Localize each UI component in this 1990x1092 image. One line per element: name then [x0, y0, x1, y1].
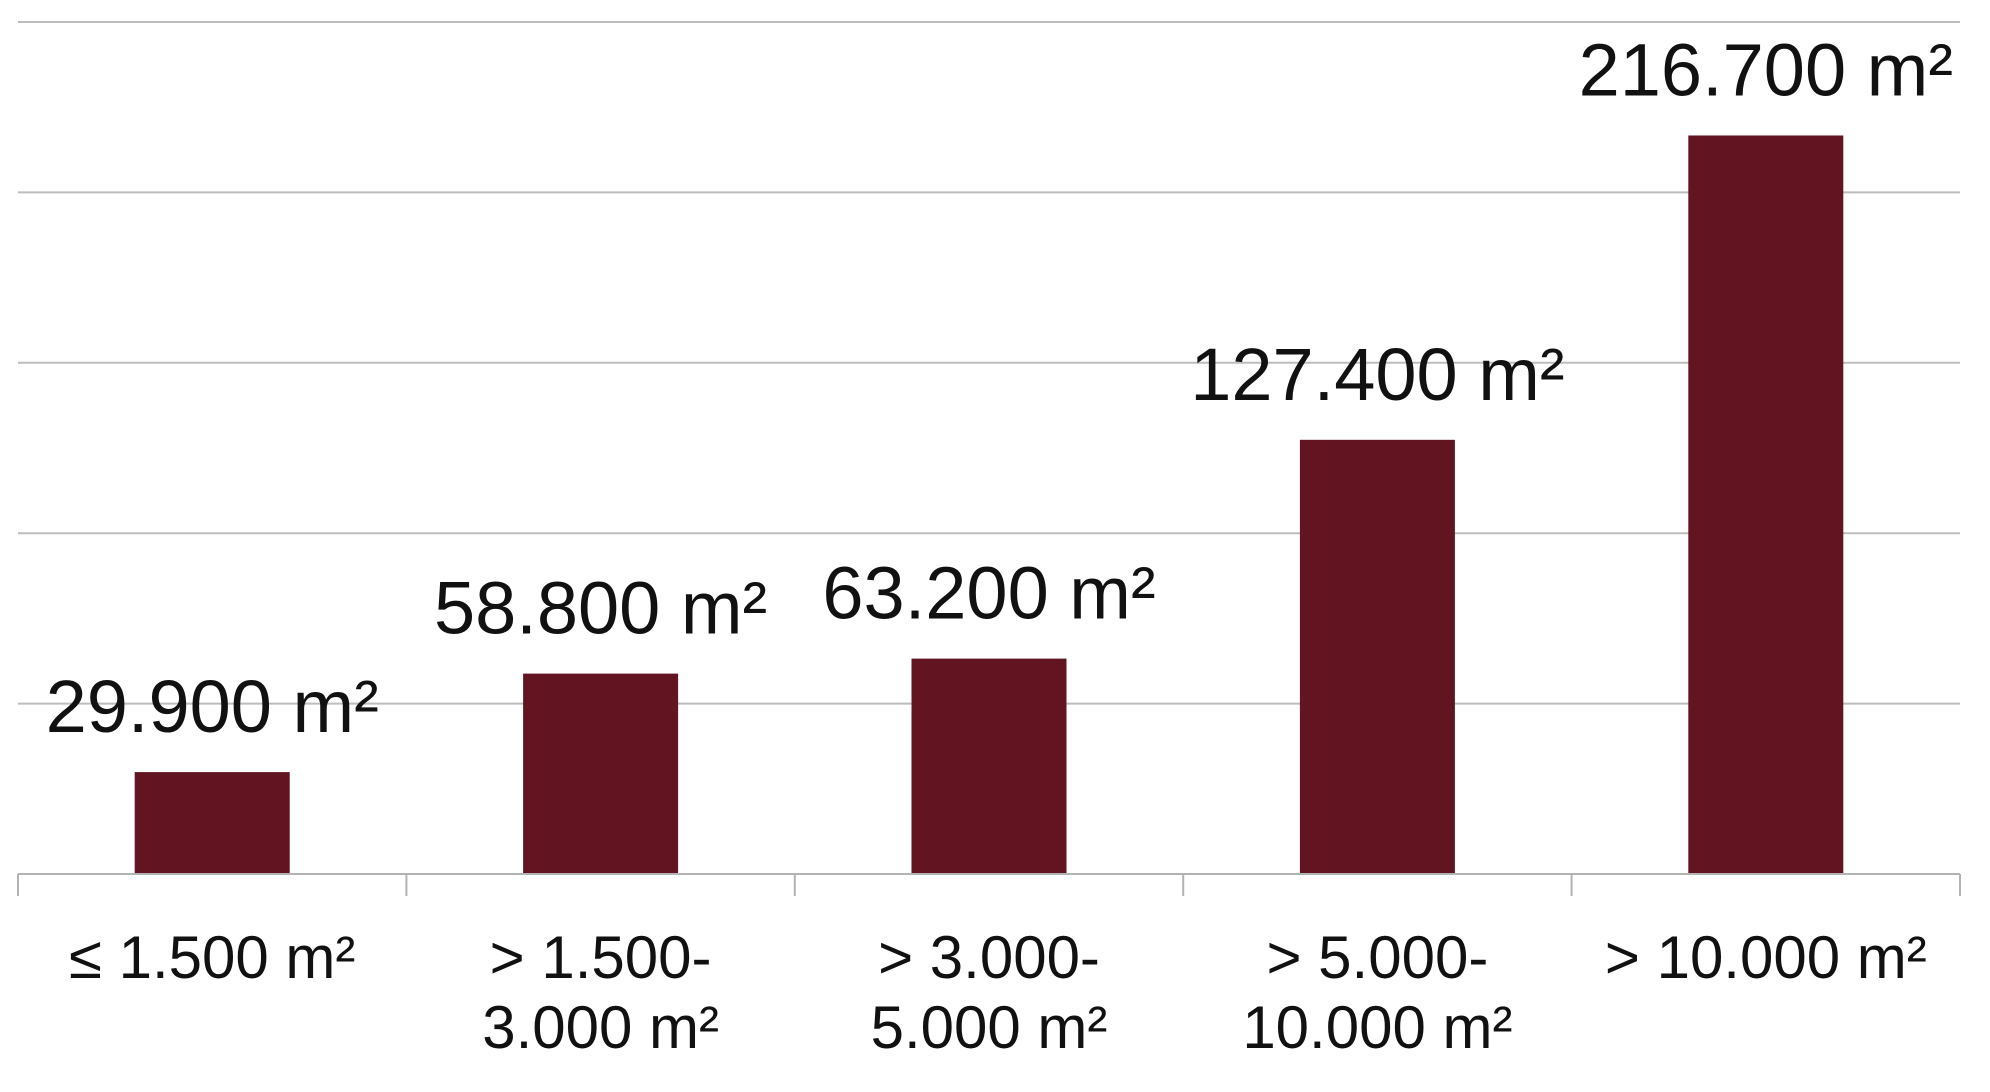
data-label: 63.200 m² — [822, 552, 1155, 635]
category-label-line: 10.000 m² — [1242, 994, 1512, 1061]
category-label-line: 5.000 m² — [871, 994, 1108, 1061]
x-axis — [17, 873, 1961, 896]
category-label-line: ≤ 1.500 m² — [69, 924, 355, 991]
bar — [523, 673, 679, 874]
data-label: 58.800 m² — [434, 567, 767, 650]
bar — [1299, 439, 1455, 874]
category-label-line: > 3.000- — [878, 924, 1100, 991]
category-label-line: 3.000 m² — [482, 994, 719, 1061]
category-label: ≤ 1.500 m² — [69, 924, 355, 991]
category-label: > 3.000-5.000 m² — [871, 924, 1108, 1061]
category-label-line: > 1.500- — [490, 924, 712, 991]
bars — [134, 135, 1844, 875]
category-labels: ≤ 1.500 m² > 1.500-3.000 m² > 3.000-5.000 … — [69, 924, 1927, 1061]
data-label: 127.400 m² — [1190, 333, 1564, 416]
data-labels: 29.900 m² 58.800 m² 63.200 m² 127.400 m² 216… — [46, 28, 1953, 748]
gridlines — [18, 21, 1960, 705]
bar — [134, 772, 290, 874]
data-label: 216.700 m² — [1579, 28, 1953, 111]
category-label-line: > 10.000 m² — [1605, 924, 1927, 991]
data-label: 29.900 m² — [46, 665, 379, 748]
bar — [911, 658, 1067, 874]
category-label: > 5.000-10.000 m² — [1242, 924, 1512, 1061]
category-label: > 10.000 m² — [1605, 924, 1927, 991]
category-label: > 1.500-3.000 m² — [482, 924, 719, 1061]
bar — [1688, 135, 1844, 875]
category-label-line: > 5.000- — [1266, 924, 1488, 991]
